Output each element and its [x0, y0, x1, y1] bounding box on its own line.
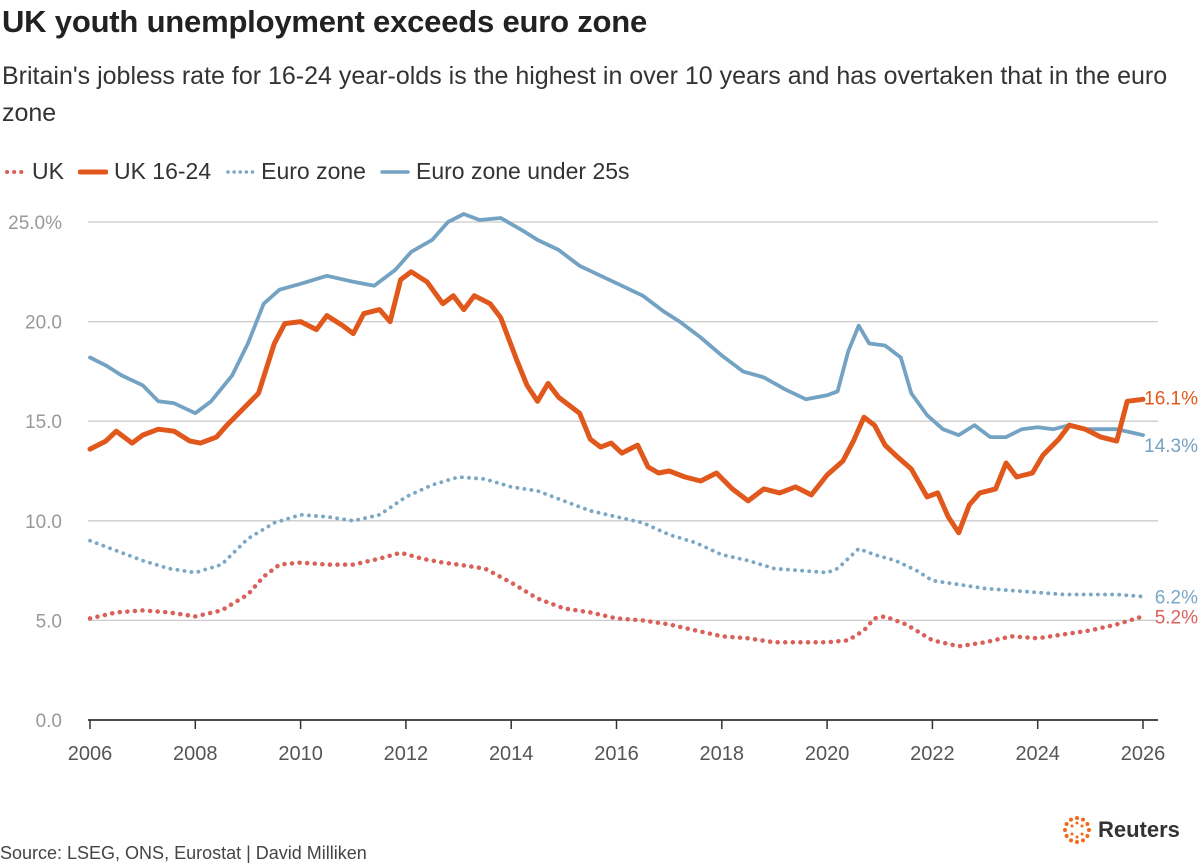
series-line-euro-zone	[88, 475, 1145, 599]
x-tick-label: 2022	[910, 743, 955, 765]
end-label-euro-zone-under-25s: 14.3%	[1144, 436, 1198, 457]
source-note: Source: LSEG, ONS, Eurostat | David Mill…	[0, 843, 367, 863]
y-tick-label: 10.0	[25, 512, 62, 533]
legend-item-euro-zone: Euro zone	[225, 158, 366, 185]
x-tick-label: 2010	[278, 743, 323, 765]
end-label-euro-zone: 6.2%	[1155, 587, 1198, 608]
legend-item-uk: UK	[4, 158, 64, 185]
y-tick-label: 15.0	[25, 412, 62, 433]
x-tick-label: 2016	[594, 743, 639, 765]
chart-title: UK youth unemployment exceeds euro zone	[2, 4, 648, 39]
series-line-uk-16-24	[87, 269, 1146, 536]
legend-swatch-uk-16-24	[77, 169, 108, 174]
y-tick-label: 25.0%	[8, 213, 62, 234]
x-tick-label: 2018	[700, 743, 745, 765]
legend-label-euro-zone-under-25s: Euro zone under 25s	[415, 158, 630, 184]
x-tick-label: 2008	[173, 743, 218, 765]
legend-item-uk-16-24: UK 16-24	[77, 158, 212, 185]
y-tick-label: 20.0	[25, 313, 62, 334]
legend: UK UK 16-24 Euro zone Euro zone under 25…	[4, 158, 644, 185]
legend-swatch-euro-zone-under-25s	[380, 169, 410, 174]
end-label-uk-16-24: 16.1%	[1144, 388, 1198, 409]
x-tick-label: 2014	[489, 743, 534, 765]
legend-swatch-uk	[5, 169, 25, 174]
line-chart: 0.0 5.0 10.0 15.0 20.0 25.0% 2006 2008 2010 2012 2…	[8, 212, 1198, 765]
series-line-euro-zone-under-25s	[88, 212, 1145, 439]
end-label-uk: 5.2%	[1155, 607, 1198, 628]
chart-subtitle: Britain's jobless rate for 16-24 year-ol…	[2, 62, 1168, 127]
reuters-logo: Reuters	[1062, 815, 1180, 845]
legend-swatch-euro-zone	[226, 169, 255, 174]
legend-item-euro-zone-under-25s: Euro zone under 25s	[380, 158, 630, 185]
legend-label-uk: UK	[32, 158, 64, 184]
series-line-uk	[87, 550, 1146, 649]
legend-label-euro-zone: Euro zone	[261, 158, 366, 184]
x-tick-label: 2020	[805, 743, 850, 765]
y-tick-label: 5.0	[36, 611, 62, 632]
x-tick-label: 2026	[1121, 743, 1166, 765]
x-tick-label: 2006	[68, 743, 113, 765]
x-tick-label: 2012	[384, 743, 429, 765]
reuters-logo-icon	[1063, 816, 1091, 844]
legend-label-uk-16-24: UK 16-24	[113, 158, 212, 184]
reuters-logo-text: Reuters	[1098, 817, 1180, 842]
y-tick-label: 0.0	[36, 711, 62, 732]
x-tick-label: 2024	[1015, 743, 1060, 765]
